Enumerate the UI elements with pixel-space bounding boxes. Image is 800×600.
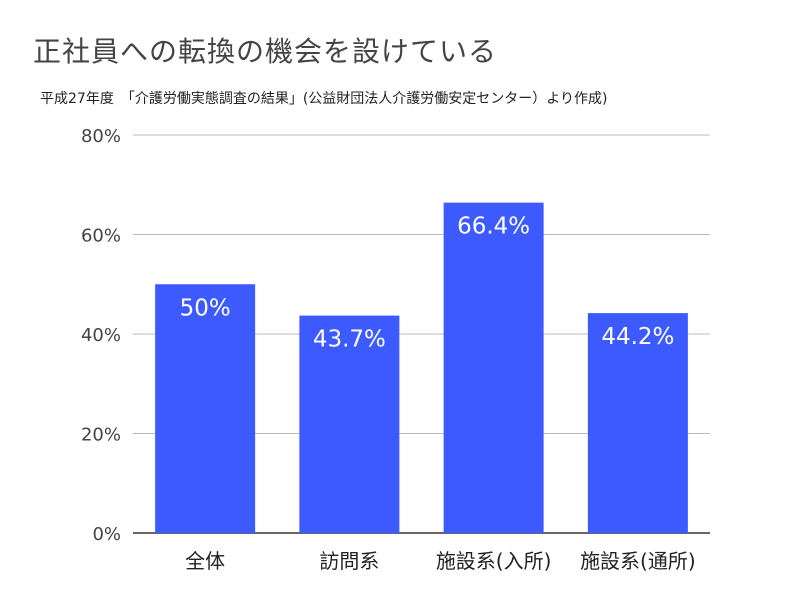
x-tick-label: 訪問系	[319, 549, 379, 573]
bar	[443, 202, 544, 533]
chart-title: 正社員への転換の機会を設けている	[33, 35, 498, 68]
x-tick-label: 施設系(入所)	[436, 549, 552, 573]
y-tick-label: 0%	[92, 524, 121, 545]
chart-subtitle: 平成27年度 「介護労働実態調査の結果」(公益財団法人介護労働安定センター）より…	[40, 91, 608, 107]
y-tick-label: 40%	[81, 325, 121, 346]
x-tick-label: 施設系(通所)	[580, 549, 696, 573]
bar	[155, 284, 256, 533]
data-label: 66.4%	[457, 214, 530, 240]
y-tick-label: 80%	[81, 126, 121, 147]
x-tick-label: 全体	[185, 549, 225, 573]
y-tick-label: 60%	[81, 226, 121, 247]
bar	[299, 315, 400, 533]
bar	[587, 313, 688, 533]
y-tick-label: 20%	[81, 425, 121, 446]
data-label: 44.2%	[601, 324, 674, 350]
data-label: 43.7%	[313, 327, 386, 353]
data-label: 50%	[180, 295, 231, 321]
